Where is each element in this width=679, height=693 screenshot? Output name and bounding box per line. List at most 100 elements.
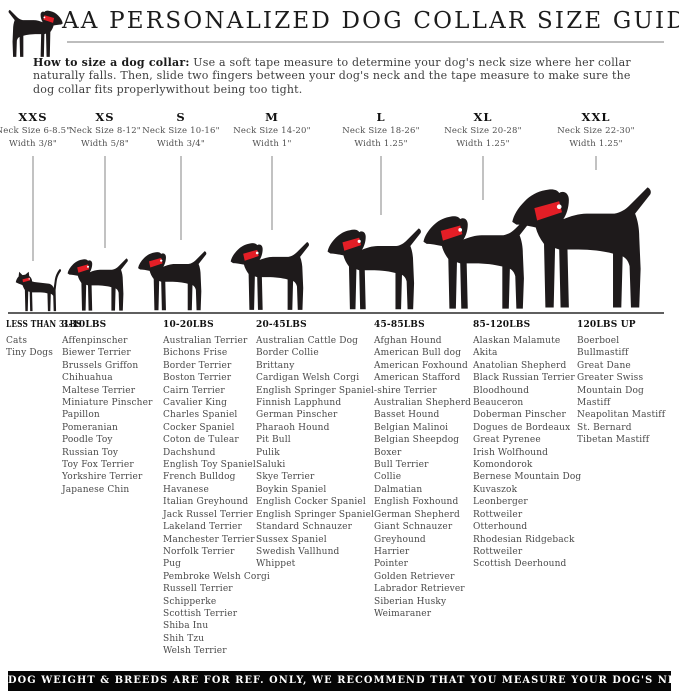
breed-item: Great Dane xyxy=(577,360,631,371)
breed-item: Cairn Terrier xyxy=(163,385,225,396)
size-collar-width: Width 5/8" xyxy=(81,139,129,149)
breed-item: Scottish Terrier xyxy=(163,608,238,619)
breed-item: English Foxhound xyxy=(374,497,459,508)
breed-item: Standard Schnauzer xyxy=(256,522,353,533)
size-column-m: M Neck Size 14-20" Width 1" xyxy=(222,110,322,149)
breed-item: Dachshund xyxy=(163,447,216,458)
breed-item: Anatolian Shepherd xyxy=(473,360,567,371)
breed-list: Cats Tiny Dogs xyxy=(6,335,62,360)
size-label: M xyxy=(265,110,279,124)
breed-item: Sussex Spaniel xyxy=(256,534,327,545)
size-neck-range: Neck Size 14-20" xyxy=(233,126,311,136)
breed-item: Manchester Terrier xyxy=(163,534,255,545)
weight-group-120lbs-up: 120LBS UP Boerboel Bullmastiff Great Dane G… xyxy=(577,320,677,447)
breed-item: Tiny Dogs xyxy=(6,348,53,359)
dog-silhouette-m xyxy=(230,242,309,310)
breed-item: Whippet xyxy=(256,559,296,570)
breed-item: Pointer xyxy=(374,559,409,570)
breed-item: Cardigan Welsh Corgi xyxy=(256,373,360,384)
sizing-instructions: How to size a dog collar: Use a soft tap… xyxy=(33,56,633,96)
breed-item: Jack Russel Terrier xyxy=(163,509,253,520)
breed-item: Komondorok xyxy=(473,460,533,471)
breed-item: Australian Terrier xyxy=(163,336,248,346)
breed-item: American Stafford xyxy=(374,373,461,384)
dog-silhouette-xl xyxy=(423,214,532,309)
breed-item: Dalmatian xyxy=(374,484,423,495)
breed-item: Japanese Chin xyxy=(62,484,130,495)
breed-item: Giant Schnauzer xyxy=(374,522,453,533)
breed-item: Irish Wolfhound xyxy=(473,447,549,458)
size-column-xs: XS Neck Size 8-12" Width 5/8" xyxy=(55,110,155,149)
breed-list: Afghan Hound American Bull dog American Fo… xyxy=(374,335,474,620)
dog-silhouette-xs xyxy=(67,258,128,311)
breed-item: Greater Swiss xyxy=(577,373,644,384)
instructions-lead: How to size a dog collar: xyxy=(33,56,190,69)
weight-group-header: 3-10LBS xyxy=(62,320,107,330)
breed-item: Boston Terrier xyxy=(163,373,232,384)
size-label: XS xyxy=(95,110,115,124)
weight-group-10-20lbs: 10-20LBS Australian Terrier Bichons Frise… xyxy=(163,320,270,658)
breed-item: Tibetan Mastiff xyxy=(577,435,650,446)
title-divider xyxy=(67,41,664,43)
breed-item: Maltese Terrier xyxy=(62,385,136,396)
breed-item: Doberman Pinscher xyxy=(473,410,566,421)
breed-item: Greyhound xyxy=(374,534,426,545)
breed-item: Pulik xyxy=(256,447,280,458)
breed-list: Boerboel Bullmastiff Great Dane Greater Swi… xyxy=(577,335,677,447)
breed-item: Affenpinscher xyxy=(62,336,128,346)
breed-item: French Bulldog xyxy=(163,472,236,483)
size-label: L xyxy=(376,110,386,124)
breed-item: Beauceron xyxy=(473,398,524,409)
breed-item: Bull Terrier xyxy=(374,460,429,471)
breed-list: Australian Cattle Dog Border Collie Britta… xyxy=(256,335,374,571)
weight-group-header: LESS THAN 3LBS xyxy=(6,320,82,330)
breed-item: Border Collie xyxy=(256,348,319,359)
size-label: XL xyxy=(473,110,493,124)
breed-item: Labrador Retriever xyxy=(374,584,465,595)
disclaimer-banner: DOG WEIGHT & BREEDS ARE FOR REF. ONLY, W… xyxy=(8,671,679,691)
breed-item: Welsh Terrier xyxy=(163,646,227,657)
breed-item: Boerboel xyxy=(577,336,620,346)
breed-item: Mastiff xyxy=(577,398,611,409)
breed-item: Miniature Pinscher xyxy=(62,398,153,409)
breed-item: Pug xyxy=(163,559,182,570)
breed-item: Saluki xyxy=(256,460,286,471)
breed-item: Collie xyxy=(374,472,402,483)
breed-item: Toy Fox Terrier xyxy=(62,460,134,471)
breed-item: Russell Terrier xyxy=(163,584,233,595)
size-label: S xyxy=(176,110,186,124)
size-column-l: L Neck Size 18-26" Width 1.25" xyxy=(331,110,431,149)
breed-item: Brussels Griffon xyxy=(62,360,139,371)
breed-item: Rottweiler xyxy=(473,546,523,557)
dog-silhouette-xxl xyxy=(512,187,651,308)
size-collar-width: Width 1.25" xyxy=(456,139,510,149)
breed-item: Afghan Hound xyxy=(374,336,442,346)
weight-group-header: 45-85LBS xyxy=(374,320,425,330)
breed-item: Scottish Deerhound xyxy=(473,559,567,570)
weight-group-header: 120LBS UP xyxy=(577,320,636,330)
breed-item: Pharaoh Hound xyxy=(256,422,330,433)
breed-item: Yorkshire Terrier xyxy=(62,472,143,483)
weight-group-header: 85-120LBS xyxy=(473,320,531,330)
breed-item: Schipperke xyxy=(163,596,217,607)
size-collar-width: Width 3/4" xyxy=(157,139,205,149)
breed-item: Golden Retriever xyxy=(374,571,455,582)
breed-item: Pit Bull xyxy=(256,435,291,446)
breed-item: Charles Spaniel xyxy=(163,410,238,421)
breed-item: Cavalier King xyxy=(163,398,228,409)
size-neck-range: Neck Size 22-30" xyxy=(557,126,635,136)
breed-item: Alaskan Malamute xyxy=(473,336,561,346)
breed-item: Basset Hound xyxy=(374,410,440,421)
breed-item: Cocker Spaniel xyxy=(163,422,235,433)
size-collar-width: Width 1.25" xyxy=(354,139,408,149)
breed-item: Brittany xyxy=(256,360,295,371)
breed-item: Neapolitan Mastiff xyxy=(577,410,666,421)
breed-list: Australian Terrier Bichons Frise Border Te… xyxy=(163,335,270,658)
breed-item: Leonberger xyxy=(473,497,528,508)
breed-item: Norfolk Terrier xyxy=(163,546,235,557)
breed-item: Havanese xyxy=(163,484,209,495)
size-neck-range: Neck Size 20-28" xyxy=(444,126,522,136)
breed-item: Coton de Tulear xyxy=(163,435,239,446)
breed-item: English Cocker Spaniel xyxy=(256,497,366,508)
breed-item: Black Russian Terrier xyxy=(473,373,575,384)
